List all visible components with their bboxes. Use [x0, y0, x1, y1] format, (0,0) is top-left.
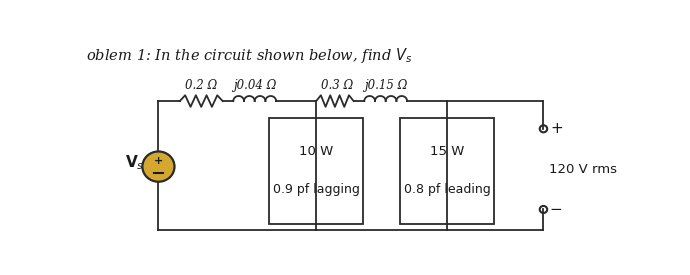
Text: j0.15 Ω: j0.15 Ω	[364, 79, 407, 92]
Text: 0.8 pf leading: 0.8 pf leading	[404, 183, 491, 196]
Text: +: +	[154, 156, 163, 166]
Text: 120 V rms: 120 V rms	[549, 163, 617, 176]
Text: j0.04 Ω: j0.04 Ω	[233, 79, 277, 92]
Text: 0.2 Ω: 0.2 Ω	[185, 79, 217, 92]
Bar	[269, 118, 363, 224]
Text: 0.9 pf lagging: 0.9 pf lagging	[273, 183, 359, 196]
Text: −: −	[550, 202, 562, 217]
Circle shape	[142, 152, 175, 182]
Text: 0.3 Ω: 0.3 Ω	[322, 79, 354, 92]
Text: 10 W: 10 W	[299, 145, 333, 158]
Text: $\mathbf{V}_s$: $\mathbf{V}_s$	[125, 153, 144, 172]
Bar	[400, 118, 494, 224]
Text: +: +	[550, 121, 562, 136]
Text: 15 W: 15 W	[430, 145, 464, 158]
Text: oblem 1: In the circuit shown below, find $V_s$: oblem 1: In the circuit shown below, fin…	[86, 46, 413, 65]
